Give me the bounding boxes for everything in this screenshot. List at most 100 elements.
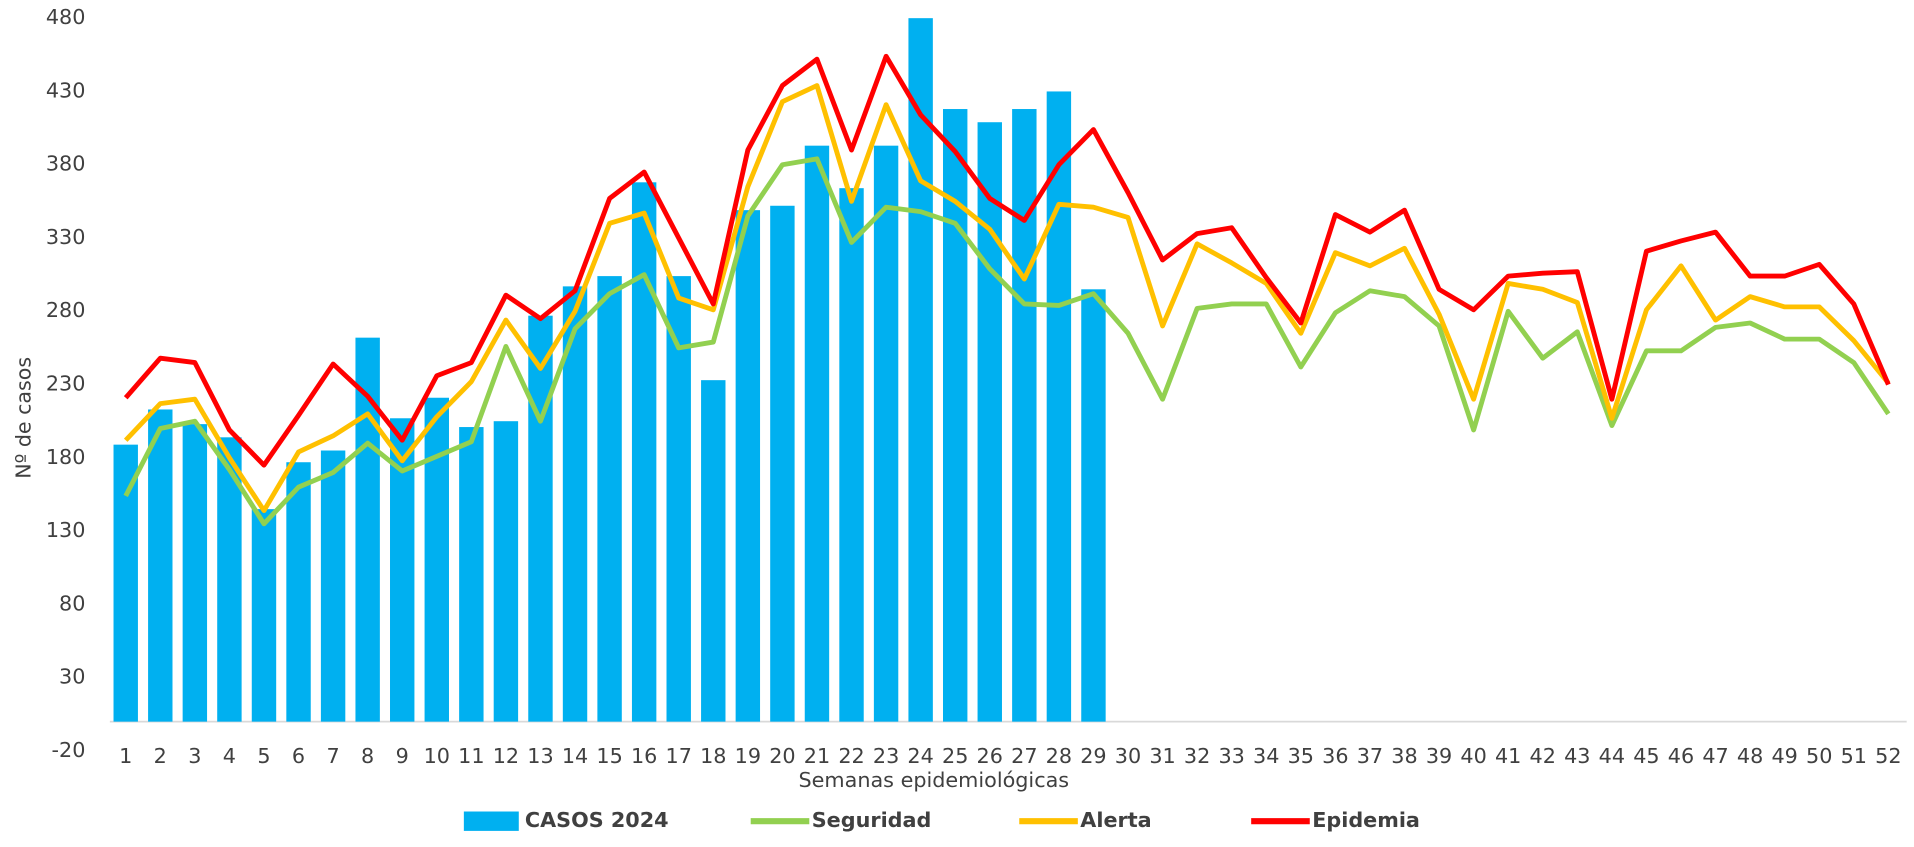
x-tick-label: 20 (769, 744, 795, 768)
bar (355, 337, 380, 722)
x-tick-label: 26 (977, 744, 1003, 768)
x-tick-label: 40 (1460, 744, 1486, 768)
x-tick-label: 51 (1841, 744, 1867, 768)
y-tick-label: -20 (52, 738, 86, 762)
x-tick-label: 33 (1218, 744, 1244, 768)
line-series (123, 156, 1891, 527)
x-tick-label: 6 (292, 744, 305, 768)
x-tick-label: 46 (1668, 744, 1694, 768)
x-tick-label: 9 (396, 744, 409, 768)
x-tick-label: 27 (1011, 744, 1037, 768)
bar (942, 109, 968, 722)
x-tick-label: 18 (700, 744, 726, 768)
y-tick-label: 180 (46, 445, 86, 469)
bar (1081, 289, 1106, 722)
y-tick-label: 480 (46, 5, 86, 29)
x-tick-label: 29 (1080, 744, 1106, 768)
y-tick-label: 380 (46, 152, 86, 176)
x-tick-label: 37 (1357, 744, 1383, 768)
x-tick-label: 42 (1530, 744, 1556, 768)
x-tick-label: 39 (1426, 744, 1452, 768)
x-tick-label: 45 (1633, 744, 1659, 768)
x-tick-label: 2 (154, 744, 167, 768)
bar (1046, 91, 1072, 722)
bar (562, 286, 588, 722)
y-tick-label: 130 (46, 518, 86, 542)
legend-label: CASOS 2024 (525, 808, 669, 832)
x-tick-label: 28 (1046, 744, 1072, 768)
x-tick-label: 16 (631, 744, 657, 768)
x-tick-label: 15 (596, 744, 622, 768)
x-tick-label: 17 (666, 744, 692, 768)
y-tick-label: 430 (46, 78, 86, 102)
x-tick-label: 7 (326, 744, 339, 768)
x-tick-label: 50 (1806, 744, 1832, 768)
bar (528, 315, 553, 722)
y-tick-label: 280 (46, 298, 86, 322)
bar (286, 462, 311, 722)
bar (839, 188, 864, 722)
x-tick-label: 12 (493, 744, 519, 768)
bar (908, 18, 933, 722)
x-tick-label: 49 (1771, 744, 1797, 768)
x-tick-label: 23 (873, 744, 899, 768)
line-series (123, 83, 1891, 514)
bar (735, 210, 761, 722)
bar (493, 421, 519, 722)
x-tick-label: 5 (257, 744, 270, 768)
legend-label: Alerta (1080, 808, 1151, 832)
bar (977, 122, 1002, 722)
bar (148, 409, 173, 722)
x-tick-label: 32 (1184, 744, 1210, 768)
bar (873, 145, 899, 722)
x-tick-label: 34 (1253, 744, 1279, 768)
x-tick-label: 35 (1288, 744, 1314, 768)
bar (113, 444, 138, 722)
bar (631, 182, 657, 722)
x-tick-label: 1 (119, 744, 132, 768)
bar (804, 145, 830, 722)
y-tick-label: 330 (46, 225, 86, 249)
x-tick-label: 41 (1495, 744, 1521, 768)
x-tick-label: 22 (838, 744, 864, 768)
x-tick-label: 25 (942, 744, 968, 768)
x-tick-label: 43 (1564, 744, 1590, 768)
y-axis-title: Nº de casos (11, 357, 35, 479)
x-tick-label: 10 (424, 744, 450, 768)
x-tick-label: 52 (1875, 744, 1901, 768)
x-tick-label: 3 (188, 744, 201, 768)
bar (182, 424, 208, 722)
x-tick-label: 38 (1391, 744, 1417, 768)
x-tick-label: 13 (527, 744, 553, 768)
bar (597, 276, 622, 722)
x-tick-label: 24 (907, 744, 933, 768)
x-tick-label: 19 (735, 744, 761, 768)
bar (701, 380, 726, 722)
legend-label: Epidemia (1312, 808, 1420, 832)
x-tick-label: 31 (1149, 744, 1175, 768)
x-tick-label: 14 (562, 744, 588, 768)
bar (320, 450, 346, 722)
x-axis-title: Semanas epidemiológicas (799, 768, 1070, 792)
x-tick-label: 8 (361, 744, 374, 768)
x-tick-label: 30 (1115, 744, 1141, 768)
x-tick-label: 44 (1599, 744, 1625, 768)
legend-swatch (463, 811, 519, 831)
y-tick-label: 30 (59, 665, 85, 689)
bar (424, 397, 449, 722)
bar (666, 276, 691, 722)
y-tick-label: 230 (46, 372, 86, 396)
x-tick-label: 4 (223, 744, 236, 768)
bar (251, 509, 277, 722)
x-tick-label: 21 (804, 744, 830, 768)
y-tick-label: 80 (59, 591, 85, 615)
x-tick-label: 36 (1322, 744, 1348, 768)
bar (459, 427, 484, 722)
bar (1012, 109, 1037, 722)
x-tick-label: 11 (458, 744, 484, 768)
x-tick-label: 47 (1702, 744, 1728, 768)
legend-label: Seguridad (812, 808, 932, 832)
x-tick-label: 48 (1737, 744, 1763, 768)
